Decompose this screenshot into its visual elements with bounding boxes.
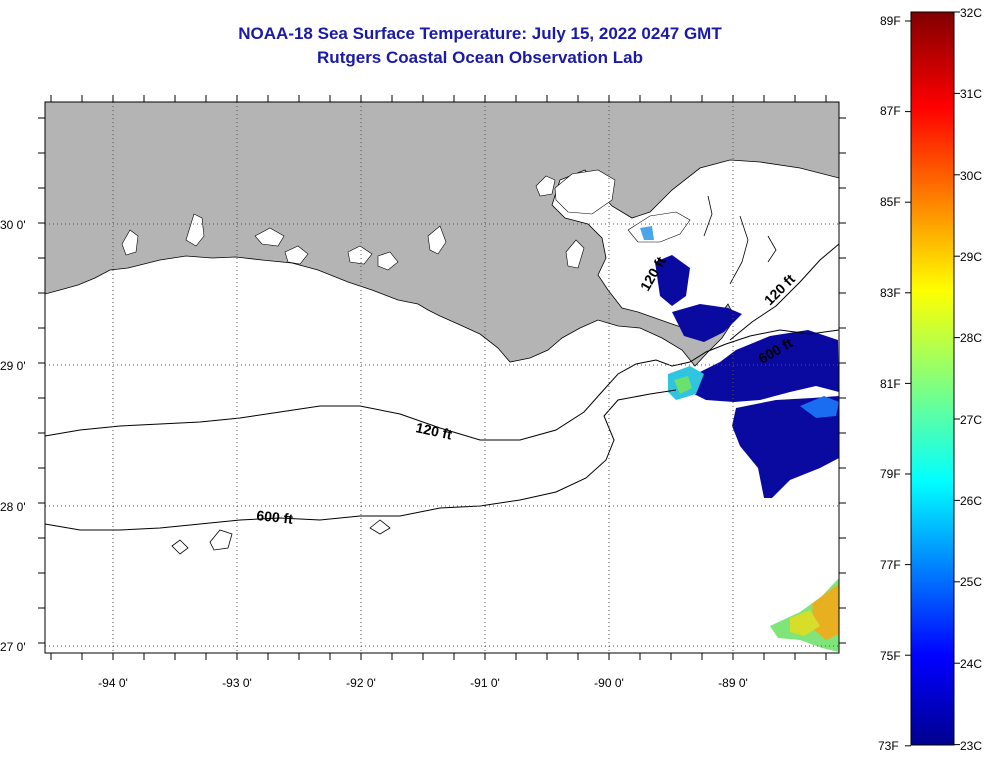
colorbar-c-label: 25C (960, 575, 982, 589)
lon-label: -90 0' (594, 676, 624, 690)
sst-patch (790, 610, 820, 636)
colorbar-f-label: 75F (880, 649, 901, 663)
colorbar-c-label: 30C (960, 169, 982, 183)
lon-label: -89 0' (718, 676, 748, 690)
colorbar-c-label: 31C (960, 87, 982, 101)
colorbar-c-label: 24C (960, 657, 982, 671)
colorbar-f-label: 73F (878, 739, 899, 753)
lake (554, 169, 616, 215)
colorbar (910, 11, 955, 746)
lake (427, 225, 447, 255)
colorbar-c-label: 29C (960, 250, 982, 264)
lat-label: 27 0' (0, 640, 26, 654)
map-title: NOAA-18 Sea Surface Temperature: July 15… (238, 24, 722, 43)
lat-label: 28 0' (0, 500, 26, 514)
sst-patch (655, 255, 690, 306)
lon-label: -94 0' (98, 676, 128, 690)
contour-600ft-west (45, 389, 677, 531)
lake (377, 251, 399, 271)
colorbar-f-label: 85F (880, 195, 901, 209)
sst-patch (690, 330, 839, 402)
contour-label: 600 ft (256, 507, 294, 527)
lake (254, 227, 285, 247)
lon-label: -93 0' (222, 676, 252, 690)
lake (121, 229, 139, 256)
contour-120ft-west (45, 329, 839, 441)
lon-label: -91 0' (470, 676, 500, 690)
lake (185, 213, 205, 247)
colorbar-c-label: 26C (960, 494, 982, 508)
colorbar-f-label: 83F (880, 286, 901, 300)
lon-label: -92 0' (346, 676, 376, 690)
lat-label: 30 0' (0, 218, 26, 232)
colorbar-f-label: 87F (880, 104, 901, 118)
sst-patch (800, 396, 839, 418)
lake (565, 239, 585, 269)
sst-patch (640, 226, 654, 240)
sst-patch (672, 304, 742, 342)
lat-label: 29 0' (0, 359, 26, 373)
map-subtitle: Rutgers Coastal Ocean Observation Lab (317, 48, 643, 67)
colorbar-f-label: 77F (880, 558, 901, 572)
lake (284, 245, 309, 265)
contour-120ft-east (729, 243, 839, 341)
sst-patch (732, 396, 839, 498)
contour-label: 120 ft (414, 419, 453, 442)
coastline-detail (703, 195, 777, 285)
sst-patch (674, 376, 692, 394)
contour-shelf-blob (171, 519, 391, 555)
colorbar-f-label: 79F (880, 467, 901, 481)
colorbar-c-label: 27C (960, 413, 982, 427)
colorbar-c-label: 23C (960, 739, 982, 753)
lake (347, 245, 373, 265)
colorbar-f-label: 89F (880, 14, 901, 28)
map-frame (44, 101, 840, 654)
lake (535, 175, 556, 197)
colorbar-c-label: 32C (960, 6, 982, 20)
colorbar-c-label: 28C (960, 331, 982, 345)
colorbar-f-label: 81F (880, 377, 901, 391)
